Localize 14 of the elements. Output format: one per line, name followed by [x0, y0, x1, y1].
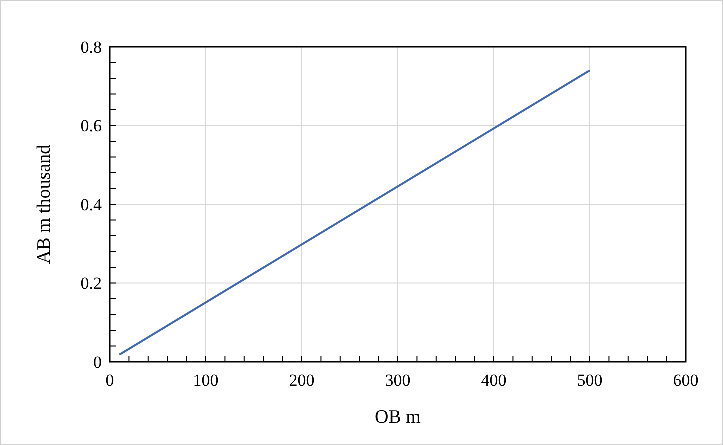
y-tick-label: 0.4 [80, 195, 102, 214]
x-tick-label: 0 [106, 371, 114, 390]
y-tick-label: 0.2 [80, 274, 102, 294]
y-tick-label: 0.8 [80, 38, 102, 57]
x-tick-label: 200 [289, 371, 315, 390]
y-tick-label: 0 [94, 352, 102, 372]
y-tick-label: 0.6 [80, 116, 102, 136]
x-tick-label: 500 [577, 371, 603, 390]
x-tick-label: 300 [385, 371, 411, 390]
y-axis-title: AB m thousand [34, 144, 55, 264]
x-tick-label: 600 [673, 371, 699, 390]
x-tick-label: 400 [481, 371, 507, 390]
x-tick-label: 100 [193, 371, 219, 390]
x-axis-title: OB m [375, 407, 422, 428]
